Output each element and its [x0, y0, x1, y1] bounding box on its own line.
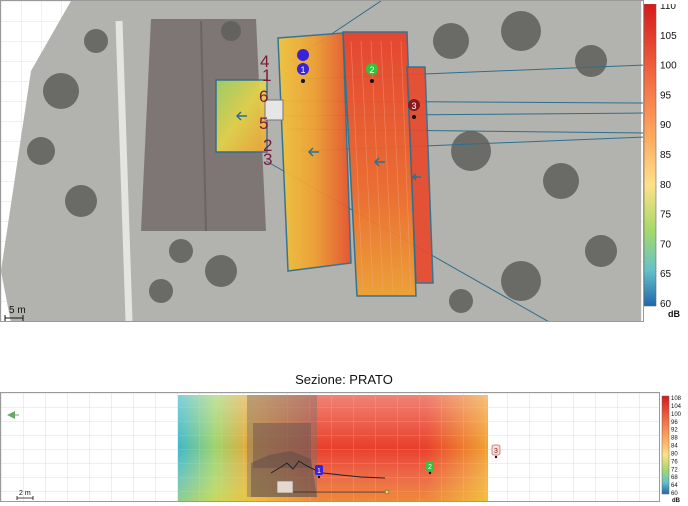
direction-arrow-icon: [7, 411, 19, 419]
svg-text:3: 3: [411, 101, 416, 111]
receiver-2[interactable]: 2: [366, 63, 378, 83]
section-colorbar-tick-64: 64: [671, 483, 678, 489]
section-colorbar-tick-72: 72: [671, 467, 678, 473]
receiver-3[interactable]: 3: [408, 99, 420, 119]
plan-colorbar-tick-80: 80: [660, 180, 672, 191]
source-area-central[interactable]: [342, 31, 417, 297]
section-colorbar-tick-76: 76: [671, 459, 678, 465]
svg-text:3: 3: [494, 448, 498, 455]
section-colorbar-tick-80: 80: [671, 451, 678, 457]
section-receiver-3[interactable]: 3: [491, 444, 501, 459]
plan-colorbar-tick-100: 100: [660, 61, 677, 72]
scale-bar: 5 m: [4, 305, 26, 321]
plan-colorbar-tick-110: 110: [660, 4, 676, 12]
svg-text:5 m: 5 m: [9, 305, 26, 316]
section-receiver-2[interactable]: 2: [426, 461, 434, 475]
plan-colorbar-tick-95: 95: [660, 90, 672, 101]
plan-colorbar-tick-70: 70: [660, 239, 672, 250]
section-receiver-1[interactable]: 1: [315, 465, 323, 479]
section-colorbar-tick-84: 84: [671, 444, 678, 450]
plan-colorbar-unit: dB: [668, 309, 680, 319]
section-colorbar-unit: dB: [672, 498, 681, 504]
section-colorbar: 108 104 100 96 92 88 84 80 76 72 68 64 60 dB: [660, 392, 688, 504]
area-label-1: 1: [262, 66, 271, 85]
section-colorbar-tick-88: 88: [671, 436, 678, 442]
section-colorbar-tick-100: 100: [671, 412, 682, 418]
plan-colorbar-ticks: 110 105 100 95 90 85 80 75 70 65 60: [660, 4, 677, 310]
area-label-5: 5: [259, 114, 268, 133]
noise-source-box[interactable]: [264, 99, 284, 121]
plan-colorbar-tick-85: 85: [660, 150, 672, 161]
svg-text:2: 2: [428, 464, 432, 471]
source-area-west[interactable]: [277, 32, 352, 272]
terrain-profile: [270, 460, 386, 479]
area-label-6: 6: [259, 87, 268, 106]
section-colorbar-tick-96: 96: [671, 420, 678, 426]
area-label-group: 4 1 6 5 2 3: [259, 52, 272, 169]
receiver-1[interactable]: 1: [297, 49, 310, 83]
plan-colorbar-tick-65: 65: [660, 269, 672, 280]
section-scale-bar: 2 m: [16, 490, 34, 500]
plan-view-map[interactable]: 4 1 6 5 2 3 1 2 3 5 m: [0, 0, 644, 322]
section-view-map[interactable]: 1 2 3 2 m: [0, 392, 660, 502]
svg-text:1: 1: [300, 65, 305, 75]
section-view-canvas: 1 2 3 2 m: [1, 393, 659, 501]
section-noise-map: [178, 395, 488, 501]
section-colorbar-tick-104: 104: [671, 404, 682, 410]
area-label-2: 2: [263, 136, 272, 155]
section-title: Sezione: PRATO: [295, 372, 393, 387]
plan-colorbar-tick-75: 75: [660, 210, 672, 221]
section-colorbar-tick-68: 68: [671, 475, 678, 481]
svg-text:1: 1: [317, 468, 321, 475]
section-colorbar-tick-60: 60: [671, 491, 678, 497]
plan-colorbar-tick-60: 60: [660, 299, 672, 310]
svg-text:2 m: 2 m: [19, 490, 31, 497]
source-area-east[interactable]: [406, 66, 434, 284]
source-area-small[interactable]: [215, 79, 268, 153]
svg-text:2: 2: [369, 65, 374, 75]
plan-colorbar-tick-90: 90: [660, 120, 672, 131]
plan-colorbar-tick-105: 105: [660, 31, 677, 42]
plan-colorbar: 110 105 100 95 90 85 80 75 70 65 60 dB: [644, 4, 688, 320]
section-colorbar-tick-92: 92: [671, 428, 678, 434]
section-source-box[interactable]: [276, 480, 294, 494]
plan-view-canvas: 4 1 6 5 2 3 1 2 3 5 m: [1, 1, 643, 321]
section-colorbar-tick-108: 108: [671, 396, 682, 402]
area-label-4: 4: [260, 52, 269, 71]
area-label-3: 3: [263, 150, 272, 169]
